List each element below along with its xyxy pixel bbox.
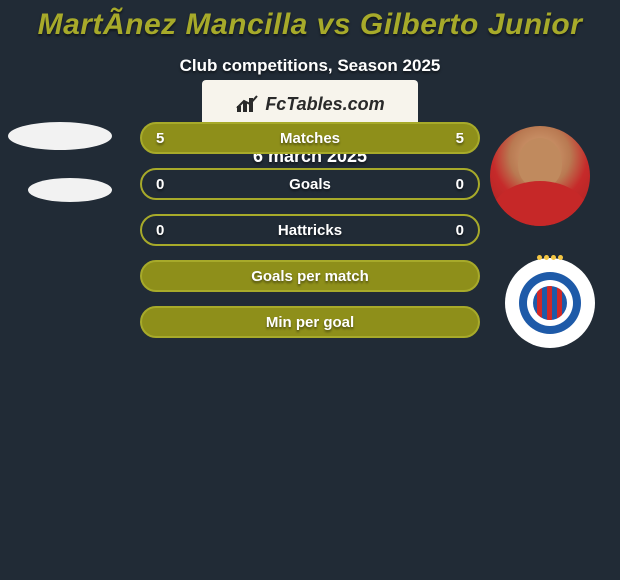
stat-row: 0Goals0 (140, 168, 480, 200)
stat-left-value: 0 (156, 222, 186, 239)
stat-label: Goals (186, 176, 434, 193)
stat-row: Goals per match (140, 260, 480, 292)
stat-label: Min per goal (186, 314, 434, 331)
subtitle: Club competitions, Season 2025 (0, 56, 620, 76)
decorative-ellipse (28, 178, 112, 202)
chart-icon (235, 94, 259, 114)
stat-label: Matches (186, 130, 434, 147)
club-badge (505, 258, 595, 348)
stat-right-value: 0 (434, 176, 464, 193)
stat-left-value: 5 (156, 130, 186, 147)
stat-row: 0Hattricks0 (140, 214, 480, 246)
stat-left-value: 0 (156, 176, 186, 193)
player-avatar (490, 126, 590, 226)
stat-label: Goals per match (186, 268, 434, 285)
stat-label: Hattricks (186, 222, 434, 239)
watermark: FcTables.com (202, 80, 418, 128)
decorative-ellipse (8, 122, 112, 150)
stat-row: Min per goal (140, 306, 480, 338)
watermark-text: FcTables.com (265, 94, 384, 115)
stat-row: 5Matches5 (140, 122, 480, 154)
stats-panel: 5Matches50Goals00Hattricks0Goals per mat… (140, 122, 480, 352)
stat-right-value: 0 (434, 222, 464, 239)
page-title: MartÃ­nez Mancilla vs Gilberto Junior (0, 0, 620, 42)
stat-right-value: 5 (434, 130, 464, 147)
